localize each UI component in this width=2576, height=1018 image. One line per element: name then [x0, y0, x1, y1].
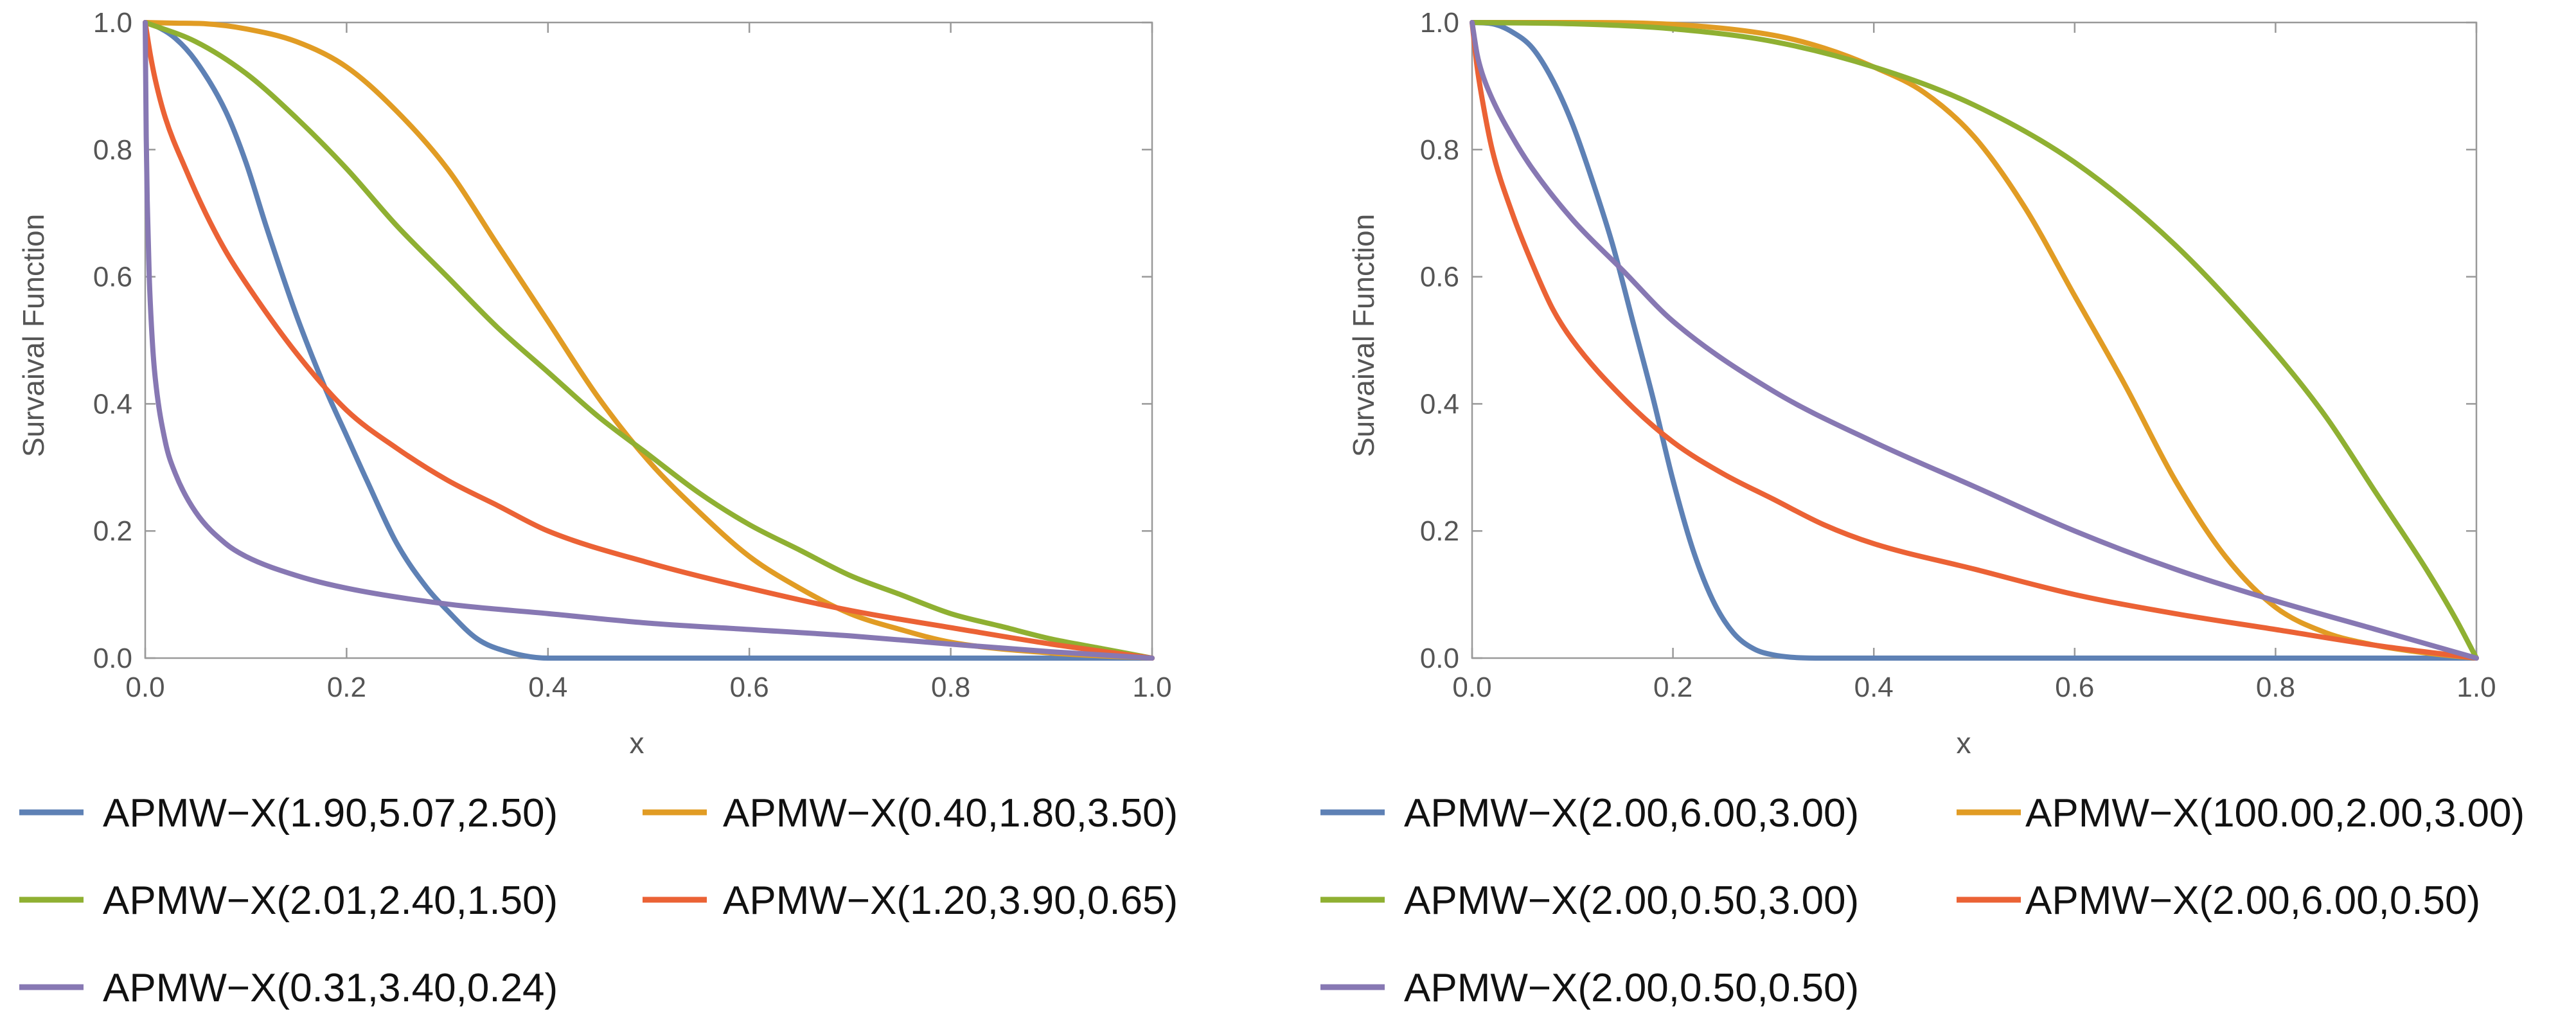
- left-y-tick-label-4: 0.8: [93, 134, 132, 166]
- right-plot-frame: [1471, 21, 2478, 659]
- right-plot-area: 0.0 0.2 0.4 0.6 0.8 1.0 0.0 0.2 0.4 0.6 0.8 1.0: [1420, 7, 2496, 703]
- right-x-tick-label-0: 0.0: [1452, 672, 1491, 703]
- right-y-tick-label-0: 0.0: [1420, 643, 1459, 674]
- right-legend-item-4: APMW−X(2.00,0.50,0.50): [1320, 966, 1859, 1010]
- right-legend-label-3: APMW−X(2.00,6.00,0.50): [2025, 879, 2480, 923]
- right-y-axis-title: Survaival Function: [1347, 214, 1380, 457]
- left-y-tick-label-3: 0.6: [93, 262, 132, 293]
- right-y-tick-label-5: 1.0: [1420, 7, 1459, 39]
- right-legend-label-0: APMW−X(2.00,6.00,3.00): [1404, 791, 1859, 835]
- left-y-tick-label-0: 0.0: [93, 643, 132, 674]
- right-chart: 0.0 0.2 0.4 0.6 0.8 1.0 0.0 0.2 0.4 0.6 0.8 1.0 x S…: [1320, 7, 2525, 1010]
- right-legend-label-1: APMW−X(100.00,2.00,3.00): [2025, 791, 2525, 835]
- right-y-tick-label-1: 0.2: [1420, 515, 1459, 547]
- right-x-axis-title: x: [1957, 726, 1971, 760]
- right-x-tick-label-5: 1.0: [2456, 672, 2496, 703]
- left-legend-item-0: APMW−X(1.90,5.07,2.50): [19, 791, 558, 835]
- right-y-tick-label-4: 0.8: [1420, 134, 1459, 166]
- right-series-line-2: [1470, 20, 2479, 661]
- right-x-tick-label-4: 0.8: [2256, 672, 2295, 703]
- left-legend-label-4: APMW−X(0.31,3.40,0.24): [103, 966, 558, 1010]
- left-y-axis-title: Survaival Function: [17, 214, 50, 457]
- right-legend-item-3: APMW−X(2.00,6.00,0.50): [1957, 879, 2480, 923]
- left-series-line-2: [143, 20, 1155, 661]
- left-series-line-4: [143, 20, 1155, 661]
- right-series-line-3: [1470, 20, 2479, 661]
- left-legend-item-2: APMW−X(2.01,2.40,1.50): [19, 879, 558, 923]
- left-x-axis-title: x: [630, 726, 644, 760]
- left-x-tick-label-0: 0.0: [125, 672, 164, 703]
- right-series-line-0: [1470, 20, 2479, 661]
- right-y-tick-label-3: 0.6: [1420, 262, 1459, 293]
- left-plot-area: 0.0 0.2 0.4 0.6 0.8 1.0 0.0 0.2 0.4 0.6 0.8 1.0: [93, 7, 1172, 703]
- left-legend: APMW−X(1.90,5.07,2.50) APMW−X(0.40,1.80,…: [19, 791, 1178, 1010]
- left-legend-label-3: APMW−X(1.20,3.90,0.65): [723, 879, 1178, 923]
- left-legend-label-0: APMW−X(1.90,5.07,2.50): [103, 791, 558, 835]
- right-legend-item-2: APMW−X(2.00,0.50,3.00): [1320, 879, 1859, 923]
- right-legend-label-2: APMW−X(2.00,0.50,3.00): [1404, 879, 1859, 923]
- right-legend-item-1: APMW−X(100.00,2.00,3.00): [1957, 791, 2525, 835]
- left-series-line-1: [143, 20, 1155, 661]
- left-legend-item-4: APMW−X(0.31,3.40,0.24): [19, 966, 558, 1010]
- right-legend-item-0: APMW−X(2.00,6.00,3.00): [1320, 791, 1859, 835]
- right-legend-label-4: APMW−X(2.00,0.50,0.50): [1404, 966, 1859, 1010]
- left-y-tick-label-5: 1.0: [93, 7, 132, 39]
- left-legend-label-1: APMW−X(0.40,1.80,3.50): [723, 791, 1178, 835]
- left-chart: 0.0 0.2 0.4 0.6 0.8 1.0 0.0 0.2 0.4 0.6 0.8 1.0 x S…: [17, 7, 1178, 1010]
- right-legend: APMW−X(2.00,6.00,3.00) APMW−X(100.00,2.0…: [1320, 791, 2525, 1010]
- left-legend-item-1: APMW−X(0.40,1.80,3.50): [643, 791, 1178, 835]
- right-x-tick-label-2: 0.4: [1854, 672, 1894, 703]
- left-series-line-0: [143, 20, 1155, 661]
- right-x-tick-label-3: 0.6: [2055, 672, 2094, 703]
- left-x-tick-label-5: 1.0: [1132, 672, 1171, 703]
- left-legend-label-2: APMW−X(2.01,2.40,1.50): [103, 879, 558, 923]
- left-y-tick-label-1: 0.2: [93, 515, 132, 547]
- right-x-tick-label-1: 0.2: [1653, 672, 1692, 703]
- right-series-line-4: [1470, 20, 2479, 661]
- left-x-tick-label-1: 0.2: [327, 672, 366, 703]
- right-y-tick-label-2: 0.4: [1420, 388, 1459, 420]
- left-x-tick-label-2: 0.4: [528, 672, 567, 703]
- left-legend-item-3: APMW−X(1.20,3.90,0.65): [643, 879, 1178, 923]
- right-series-line-1: [1470, 19, 2479, 661]
- left-x-tick-label-4: 0.8: [931, 672, 970, 703]
- left-y-tick-label-2: 0.4: [93, 388, 132, 420]
- left-x-tick-label-3: 0.6: [730, 672, 769, 703]
- left-series-line-3: [143, 20, 1155, 661]
